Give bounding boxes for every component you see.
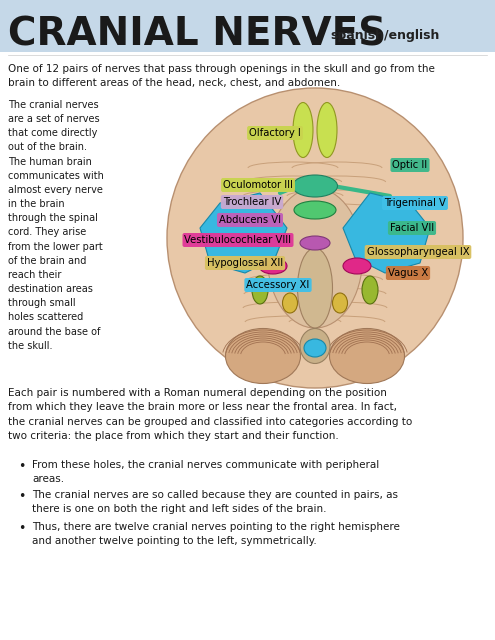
Polygon shape xyxy=(200,193,287,273)
Text: Facial VII: Facial VII xyxy=(390,223,434,233)
Text: Hypoglossal XII: Hypoglossal XII xyxy=(207,258,283,268)
Text: spanish/english: spanish/english xyxy=(330,29,440,42)
Text: The cranial nerves are so called because they are counted in pairs, as
there is : The cranial nerves are so called because… xyxy=(32,490,398,514)
Text: Vestibulocochlear VIII: Vestibulocochlear VIII xyxy=(185,235,292,245)
Bar xyxy=(0,0,495,52)
Text: Glossopharyngeal IX: Glossopharyngeal IX xyxy=(367,247,469,257)
Ellipse shape xyxy=(300,236,330,250)
Ellipse shape xyxy=(167,88,463,388)
Text: From these holes, the cranial nerves communicate with peripheral
areas.: From these holes, the cranial nerves com… xyxy=(32,460,379,484)
Text: Optic II: Optic II xyxy=(393,160,428,170)
Ellipse shape xyxy=(293,175,338,197)
Ellipse shape xyxy=(304,339,326,357)
Text: CRANIAL NERVES: CRANIAL NERVES xyxy=(8,15,386,53)
Polygon shape xyxy=(343,193,430,273)
Text: Thus, there are twelve cranial nerves pointing to the right hemisphere
and anoth: Thus, there are twelve cranial nerves po… xyxy=(32,522,400,546)
Ellipse shape xyxy=(317,102,337,157)
Text: Accessory XI: Accessory XI xyxy=(247,280,310,290)
Text: •: • xyxy=(18,460,26,473)
Ellipse shape xyxy=(294,201,336,219)
Ellipse shape xyxy=(252,276,268,304)
Ellipse shape xyxy=(333,293,347,313)
Text: Olfactory I: Olfactory I xyxy=(249,128,301,138)
Ellipse shape xyxy=(293,102,313,157)
Text: The cranial nerves
are a set of nerves
that come directly
out of the brain.
The : The cranial nerves are a set of nerves t… xyxy=(8,100,104,351)
Ellipse shape xyxy=(362,276,378,304)
Ellipse shape xyxy=(267,188,362,328)
Text: Each pair is numbered with a Roman numeral depending on the position
from which : Each pair is numbered with a Roman numer… xyxy=(8,388,412,441)
Text: Oculomotor III: Oculomotor III xyxy=(223,180,293,190)
Ellipse shape xyxy=(226,328,300,383)
Ellipse shape xyxy=(330,328,404,383)
Text: One of 12 pairs of nerves that pass through openings in the skull and go from th: One of 12 pairs of nerves that pass thro… xyxy=(8,64,435,88)
Ellipse shape xyxy=(343,258,371,274)
Text: Abducens VI: Abducens VI xyxy=(219,215,281,225)
Text: •: • xyxy=(18,522,26,535)
Text: Trochlear IV: Trochlear IV xyxy=(223,197,281,207)
Ellipse shape xyxy=(259,258,287,274)
Ellipse shape xyxy=(297,248,333,328)
Text: •: • xyxy=(18,490,26,503)
Ellipse shape xyxy=(300,328,330,364)
Ellipse shape xyxy=(283,293,297,313)
Text: Trigeminal V: Trigeminal V xyxy=(384,198,446,208)
Text: Vagus X: Vagus X xyxy=(388,268,428,278)
